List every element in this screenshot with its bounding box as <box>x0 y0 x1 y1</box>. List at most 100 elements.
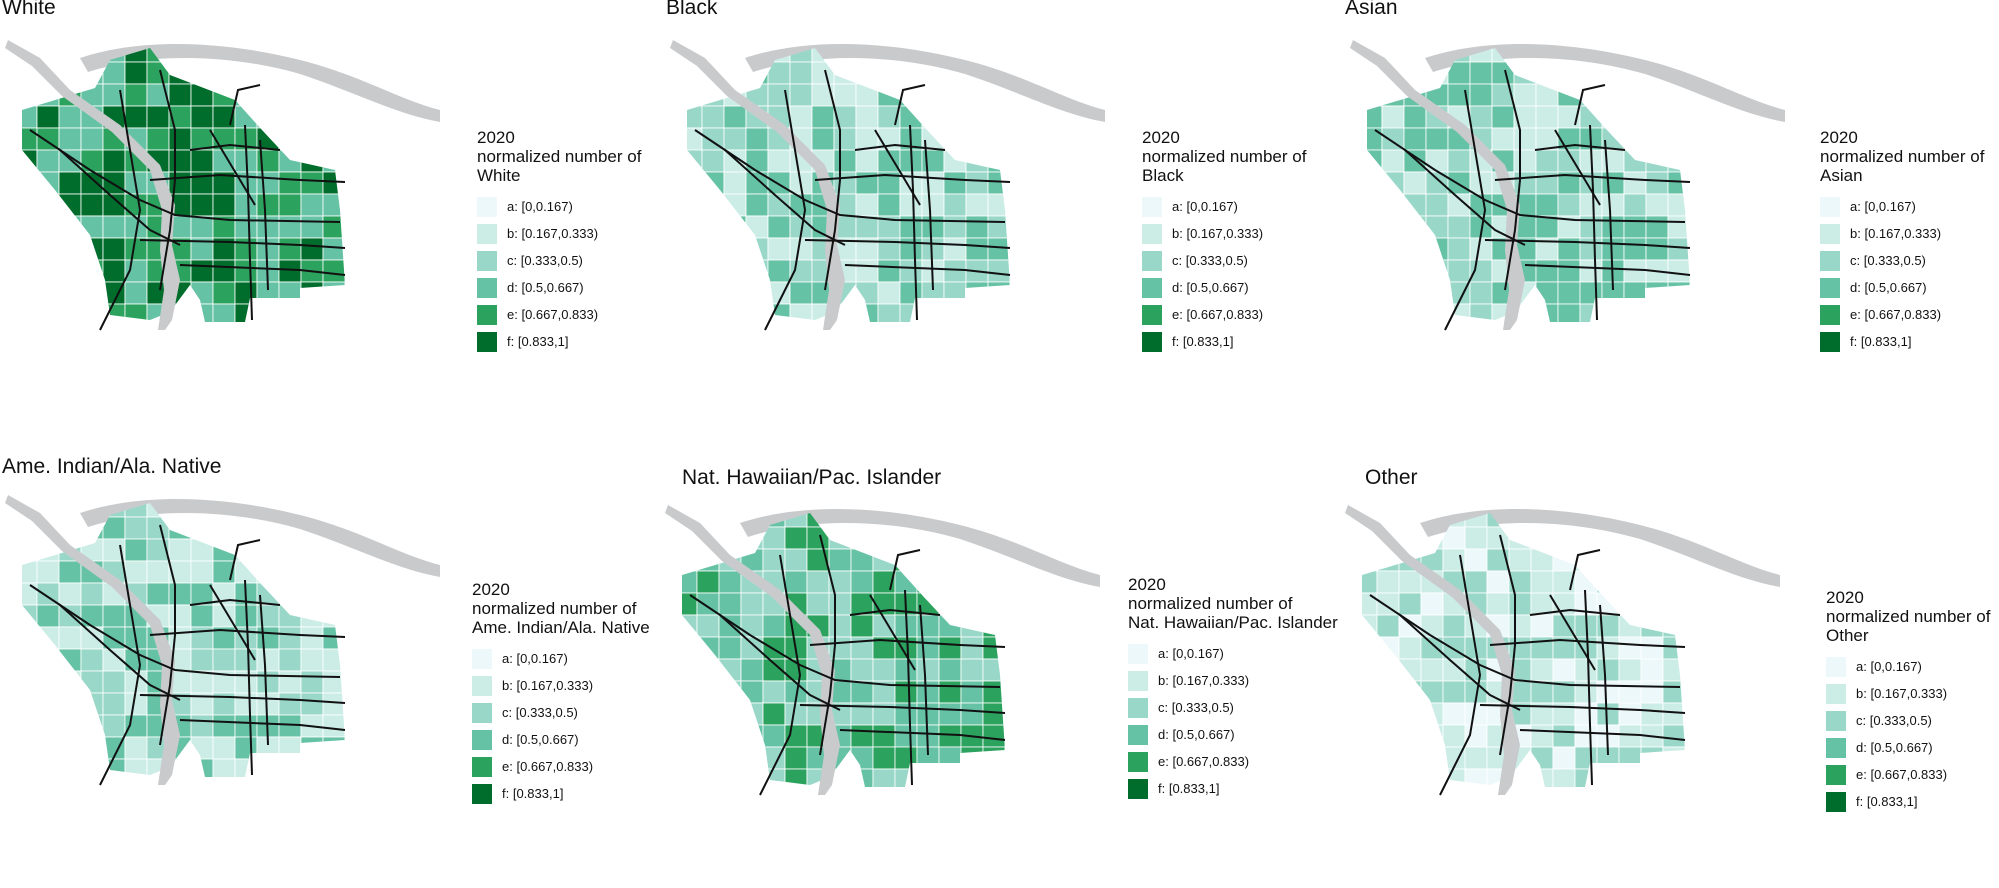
legend-variable: Other <box>1826 626 1869 645</box>
legend-title-prefix: normalized number of <box>1128 594 1293 613</box>
tract-cell <box>1425 237 1449 261</box>
river-willamette <box>1350 40 1525 330</box>
tract-cell <box>701 215 725 239</box>
tract-cell <box>190 259 214 283</box>
tract-cell <box>682 680 698 704</box>
tract-cell <box>1574 724 1598 748</box>
legend-swatch <box>1142 277 1162 298</box>
tract-cell <box>680 326 702 348</box>
tract-cell <box>872 724 896 748</box>
tract-cell <box>1618 768 1642 787</box>
tract-cell <box>1557 193 1581 217</box>
tract-cell <box>740 702 764 726</box>
tract-cell <box>718 746 742 770</box>
tract-cell <box>939 791 961 813</box>
tract-cell <box>828 636 852 660</box>
tract-cell <box>1469 83 1493 107</box>
tract-cell <box>1362 570 1378 594</box>
tract-cell <box>1662 614 1685 638</box>
tract-cell <box>1596 548 1620 572</box>
tract-cell <box>1376 680 1400 704</box>
tract-cell <box>1420 614 1444 638</box>
road-line <box>819 534 836 756</box>
tract-cell <box>740 614 764 638</box>
tract-cell <box>1557 83 1581 107</box>
tract-cell <box>943 127 967 151</box>
legend-label: b: [0.167,0.333) <box>502 678 594 693</box>
tract-cell <box>1403 303 1427 322</box>
census-tracts <box>22 48 345 348</box>
panel-title: Nat. Hawaiian/Pac. Islander <box>682 466 942 489</box>
tract-cell <box>80 758 104 777</box>
tract-cell <box>965 281 989 305</box>
tract-cell <box>938 592 962 616</box>
legend-swatch <box>472 702 492 723</box>
tract-cell <box>1579 61 1603 85</box>
tract-cell <box>190 105 214 129</box>
tract-cell <box>125 326 147 348</box>
tract-cell <box>828 548 852 572</box>
legend-item: d: [0.5,0.667) <box>472 726 650 753</box>
road-line <box>229 84 261 126</box>
tract-cell <box>22 237 38 261</box>
tract-cell <box>345 781 367 803</box>
tract-cell <box>15 781 37 803</box>
tract-cell <box>344 736 345 760</box>
tract-cell <box>682 570 698 594</box>
legend-variable: Ame. Indian/Ala. Native <box>472 618 650 637</box>
tract-cell <box>1601 193 1625 217</box>
tract-cell <box>344 259 345 283</box>
tract-cell <box>1690 326 1712 348</box>
tract-cell <box>1623 149 1647 173</box>
tract-cell <box>675 791 697 813</box>
tract-cell <box>300 281 324 305</box>
tract-cell <box>1464 548 1488 572</box>
tract-cell <box>1513 171 1537 195</box>
tract-cell <box>168 582 192 606</box>
tract-cell <box>943 83 967 107</box>
tract-cell <box>58 259 82 283</box>
tract-cell <box>300 626 324 650</box>
tract-cell <box>701 281 725 305</box>
river-north <box>1425 43 1785 122</box>
tract-cell <box>1367 259 1383 283</box>
tract-cell <box>190 538 214 562</box>
tract-cell <box>278 193 302 217</box>
tract-cell <box>1442 768 1466 787</box>
tract-cell <box>740 658 764 682</box>
legend-item: b: [0.167,0.333) <box>1142 220 1306 247</box>
tract-cell <box>828 614 852 638</box>
tract-cell <box>1004 658 1005 682</box>
tract-cell <box>833 149 857 173</box>
tract-cell <box>146 127 170 151</box>
legend-swatch <box>472 756 492 777</box>
tract-cell <box>938 658 962 682</box>
tract-cell <box>300 560 324 584</box>
tract-cell <box>80 303 104 322</box>
tract-cell <box>916 702 940 726</box>
tract-cell <box>1580 326 1602 348</box>
tract-cell <box>1403 237 1427 261</box>
tract-cell <box>1447 149 1471 173</box>
tract-cell <box>1403 105 1427 129</box>
legend-swatch <box>477 304 497 325</box>
tract-cell <box>212 538 236 562</box>
tract-cell <box>1360 326 1382 348</box>
tract-cell <box>1355 791 1377 813</box>
tract-cell <box>1602 326 1624 348</box>
map-legend: 2020 normalized number of Other a: [0,0.… <box>1826 588 1990 815</box>
tract-cell <box>36 281 60 305</box>
legend-item: f: [0.833,1] <box>477 328 641 355</box>
tract-cell <box>58 61 82 85</box>
tract-cell <box>828 592 852 616</box>
legend-title: 2020 normalized number of Other <box>1826 588 1990 645</box>
tract-cell <box>1535 281 1559 305</box>
legend-title: 2020 normalized number of Asian <box>1820 128 1984 185</box>
legend-title: 2020 normalized number of Ame. Indian/Al… <box>472 580 650 637</box>
tract-cell <box>1596 570 1620 594</box>
legend-item: a: [0,0.167) <box>1820 193 1984 220</box>
tract-cell <box>22 83 38 107</box>
tract-cell <box>1623 105 1647 129</box>
legend-year: 2020 <box>1142 128 1180 147</box>
legend-swatch <box>1826 710 1846 731</box>
